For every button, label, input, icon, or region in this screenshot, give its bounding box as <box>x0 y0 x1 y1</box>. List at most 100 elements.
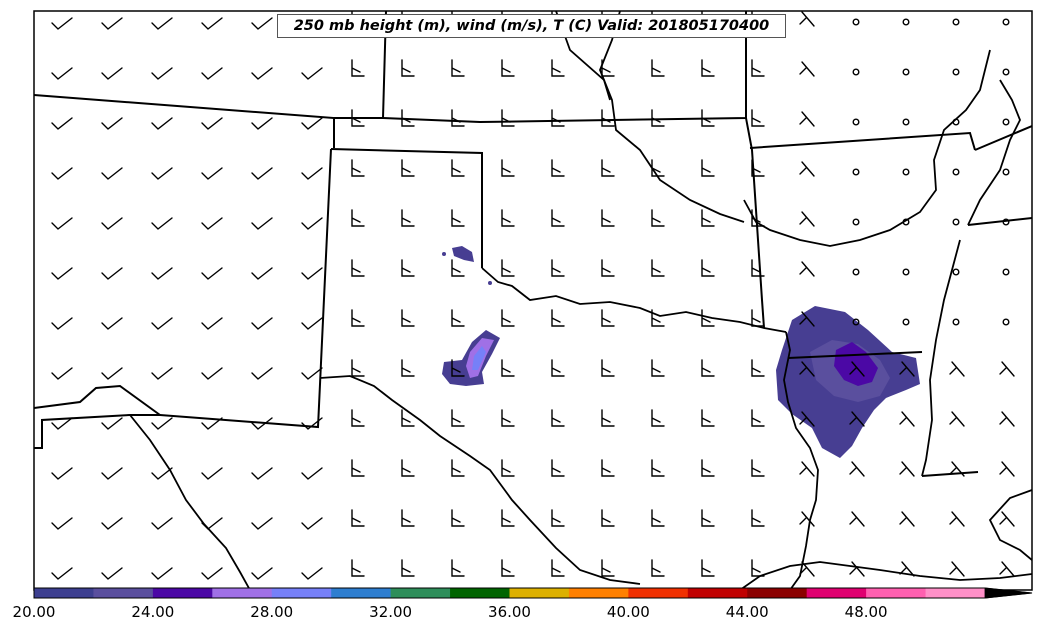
map-title: 250 mb height (m), wind (m/s), T (C) Val… <box>277 14 786 38</box>
wind-barb <box>451 359 465 377</box>
wind-barb <box>451 509 465 527</box>
wind-barb <box>151 367 173 380</box>
wind-barb <box>551 559 565 577</box>
colorbar-swatch <box>568 588 629 598</box>
wind-barb <box>351 459 365 477</box>
wind-barb <box>101 267 123 280</box>
wind-barb <box>151 317 173 330</box>
calm-wind-symbol <box>952 118 960 126</box>
shade-region-east-core <box>834 342 878 386</box>
wind-barb <box>899 511 915 527</box>
wind-barb <box>201 517 223 530</box>
wind-barb <box>451 259 465 277</box>
wind-barb <box>51 67 73 80</box>
wind-barb <box>651 309 665 327</box>
colorbar-outline <box>33 587 1033 599</box>
wind-barb <box>451 209 465 227</box>
colorbar-tick-label: 24.00 <box>131 603 175 621</box>
wind-barb <box>651 59 665 77</box>
wind-barb <box>551 209 565 227</box>
wind-barb <box>451 309 465 327</box>
wind-barb <box>799 311 815 327</box>
wind-barb <box>301 117 323 130</box>
wind-barb <box>501 259 515 277</box>
calm-wind-symbol <box>1002 68 1010 76</box>
wind-barb <box>101 517 123 530</box>
wind-barb <box>601 409 615 427</box>
wind-barb <box>751 109 765 127</box>
colorbar <box>33 587 1033 599</box>
wind-barb <box>101 417 123 430</box>
wind-barb <box>999 361 1015 377</box>
colorbar-swatch <box>331 588 392 598</box>
wind-barb <box>101 367 123 380</box>
wind-barb <box>751 309 765 327</box>
wind-barb <box>551 159 565 177</box>
wind-barb <box>751 259 765 277</box>
wind-barb <box>601 159 615 177</box>
calm-wind-symbol <box>952 68 960 76</box>
wind-barb <box>301 267 323 280</box>
wind-barb <box>949 361 965 377</box>
shade-region-dot <box>488 281 492 285</box>
wind-barb <box>651 509 665 527</box>
colorbar-tick-label: 20.00 <box>12 603 56 621</box>
wind-barb <box>401 109 415 127</box>
colorbar-swatch <box>152 588 213 598</box>
wind-barb <box>251 317 273 330</box>
wind-barb <box>701 59 715 77</box>
wind-barb <box>451 109 465 127</box>
wind-barb <box>101 467 123 480</box>
wind-barb <box>201 167 223 180</box>
wind-barb <box>301 517 323 530</box>
calm-wind-symbol <box>852 218 860 226</box>
wind-barb <box>51 117 73 130</box>
calm-wind-symbol <box>1002 118 1010 126</box>
wind-barb <box>401 509 415 527</box>
wind-barb <box>701 509 715 527</box>
wind-barb <box>51 17 73 30</box>
wind-barb <box>601 309 615 327</box>
calm-wind-symbol <box>952 218 960 226</box>
wind-barb <box>799 411 815 427</box>
wind-barb <box>501 159 515 177</box>
wind-barb <box>251 367 273 380</box>
wind-barb <box>51 367 73 380</box>
wind-barb <box>651 159 665 177</box>
wind-barb <box>899 461 915 477</box>
wind-barb <box>51 217 73 230</box>
wind-barb <box>551 359 565 377</box>
wind-barb <box>751 159 765 177</box>
wind-barb <box>351 309 365 327</box>
wind-barb <box>301 467 323 480</box>
wind-barb <box>601 109 615 127</box>
shade-region-small <box>452 246 474 262</box>
wind-barb <box>751 59 765 77</box>
wind-barb <box>601 59 615 77</box>
map-frame <box>33 10 1033 591</box>
temperature-shading <box>442 246 920 458</box>
wind-barb <box>701 359 715 377</box>
calm-wind-symbol <box>1002 218 1010 226</box>
wind-barb <box>251 167 273 180</box>
wind-barb <box>101 67 123 80</box>
wind-barb <box>201 267 223 280</box>
wind-barb <box>551 59 565 77</box>
wind-barb <box>201 467 223 480</box>
calm-wind-symbol <box>1002 168 1010 176</box>
shade-region-dot <box>442 252 446 256</box>
calm-wind-symbol <box>902 268 910 276</box>
colorbar-tick-label: 36.00 <box>488 603 531 621</box>
wind-barb <box>701 459 715 477</box>
wind-barb <box>899 361 915 377</box>
wind-barb <box>451 159 465 177</box>
wind-barb <box>751 509 765 527</box>
colorbar-swatch <box>509 588 570 598</box>
calm-wind-symbol <box>1002 318 1010 326</box>
calm-wind-symbol <box>852 268 860 276</box>
wind-barb <box>651 259 665 277</box>
colorbar-swatch <box>390 588 451 598</box>
colorbar-tick-label: 44.00 <box>725 603 769 621</box>
wind-barb <box>451 559 465 577</box>
wind-barb <box>201 367 223 380</box>
